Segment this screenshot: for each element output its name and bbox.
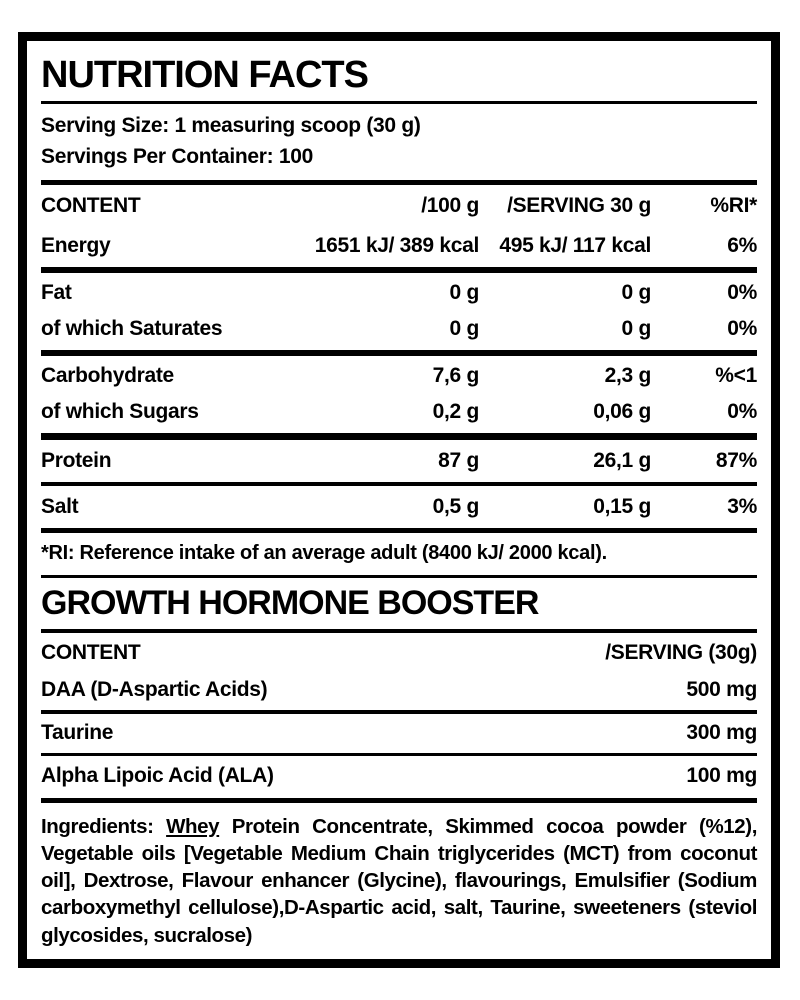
ingredients-text: Protein Concentrate, Skimmed cocoa powde…	[41, 814, 757, 947]
divider	[41, 100, 757, 105]
table-row: of which Sugars 0,2 g 0,06 g 0%	[41, 394, 757, 433]
booster-row: Taurine 300 mg	[41, 714, 757, 753]
value-ri: 87%	[715, 448, 757, 472]
value-ri: 0%	[727, 317, 757, 341]
header-content: CONTENT	[41, 193, 141, 217]
table-row: Protein 87 g 26,1 g 87%	[41, 440, 757, 482]
booster-ingredient-name: Taurine	[41, 720, 114, 744]
table-row: Energy 1651 kJ/ 389 kcal 495 kJ/ 117 kca…	[41, 225, 757, 267]
nutrition-label: NUTRITION FACTS Serving Size: 1 measurin…	[18, 32, 780, 968]
booster-ingredient-amount: 300 mg	[686, 720, 757, 744]
value-ri: 3%	[727, 495, 757, 519]
value-per-100g: 0 g	[449, 281, 480, 305]
divider	[41, 798, 757, 803]
divider	[41, 350, 757, 357]
value-per-100g: 87 g	[438, 448, 479, 472]
serving-info: Serving Size: 1 measuring scoop (30 g) S…	[41, 104, 757, 180]
ingredients-label: Ingredients:	[41, 814, 167, 838]
value-ri: 0%	[727, 400, 757, 424]
value-ri: 6%	[727, 233, 757, 257]
divider	[41, 433, 757, 440]
divider	[41, 752, 757, 757]
value-ri: 0%	[727, 281, 757, 305]
value-per-100g: 0 g	[449, 317, 480, 341]
nutrient-name: of which Sugars	[41, 400, 199, 424]
value-per-serving: 495 kJ/ 117 kcal	[499, 233, 651, 257]
divider	[41, 574, 757, 579]
value-per-serving: 0 g	[621, 317, 652, 341]
table-row: of which Saturates 0 g 0 g 0%	[41, 311, 757, 350]
header-per-serving: /SERVING 30 g	[507, 193, 651, 217]
divider	[41, 481, 757, 487]
booster-ingredient-amount: 500 mg	[686, 678, 757, 702]
booster-header-content: CONTENT	[41, 641, 141, 665]
booster-ingredient-name: Alpha Lipoic Acid (ALA)	[41, 764, 274, 788]
nutrient-name: Carbohydrate	[41, 364, 174, 388]
booster-ingredient-name: DAA (D-Aspartic Acids)	[41, 678, 268, 702]
value-per-serving: 0,15 g	[593, 495, 651, 519]
value-per-serving: 2,3 g	[604, 364, 652, 388]
value-per-100g: 0,5 g	[432, 495, 480, 519]
table-row: Fat 0 g 0 g 0%	[41, 273, 757, 311]
value-per-100g: 7,6 g	[432, 364, 480, 388]
divider	[41, 628, 757, 634]
value-ri: %<1	[715, 364, 757, 388]
nutrient-name: of which Saturates	[41, 317, 223, 341]
nutrition-facts-title: NUTRITION FACTS	[41, 54, 369, 96]
value-per-100g: 1651 kJ/ 389 kcal	[314, 233, 480, 257]
booster-row: Alpha Lipoic Acid (ALA) 100 mg	[41, 756, 757, 798]
booster-header-row: CONTENT /SERVING (30g)	[41, 633, 757, 671]
divider	[41, 710, 757, 714]
booster-row: DAA (D-Aspartic Acids) 500 mg	[41, 671, 757, 710]
header-per-100g: /100 g	[421, 193, 479, 217]
booster-ingredient-amount: 100 mg	[686, 764, 757, 788]
divider	[41, 180, 757, 185]
booster-header-serving: /SERVING (30g)	[605, 641, 757, 665]
divider	[41, 266, 757, 274]
nutrient-name: Salt	[41, 495, 79, 519]
table-row: Carbohydrate 7,6 g 2,3 g %<1	[41, 356, 757, 394]
serving-size: Serving Size: 1 measuring scoop (30 g)	[41, 114, 421, 138]
value-per-serving: 0,06 g	[593, 400, 651, 424]
header-ri: %RI*	[710, 193, 757, 217]
table-header-row: CONTENT /100 g /SERVING 30 g %RI*	[41, 185, 757, 225]
divider	[41, 528, 757, 533]
ingredients-underlined-word: Whey	[166, 814, 220, 838]
value-per-serving: 0 g	[621, 281, 652, 305]
table-row: Salt 0,5 g 0,15 g 3%	[41, 486, 757, 528]
booster-title: GROWTH HORMONE BOOSTER	[41, 584, 539, 623]
nutrient-name: Energy	[41, 233, 111, 257]
nutrient-name: Protein	[41, 448, 112, 472]
value-per-serving: 26,1 g	[593, 448, 651, 472]
reference-intake-note: *RI: Reference intake of an average adul…	[41, 541, 607, 564]
value-per-100g: 0,2 g	[432, 400, 480, 424]
servings-per-container: Servings Per Container: 100	[41, 144, 314, 168]
nutrient-name: Fat	[41, 281, 72, 305]
ingredients-paragraph: Ingredients: Whey Protein Concentrate, S…	[41, 803, 757, 949]
